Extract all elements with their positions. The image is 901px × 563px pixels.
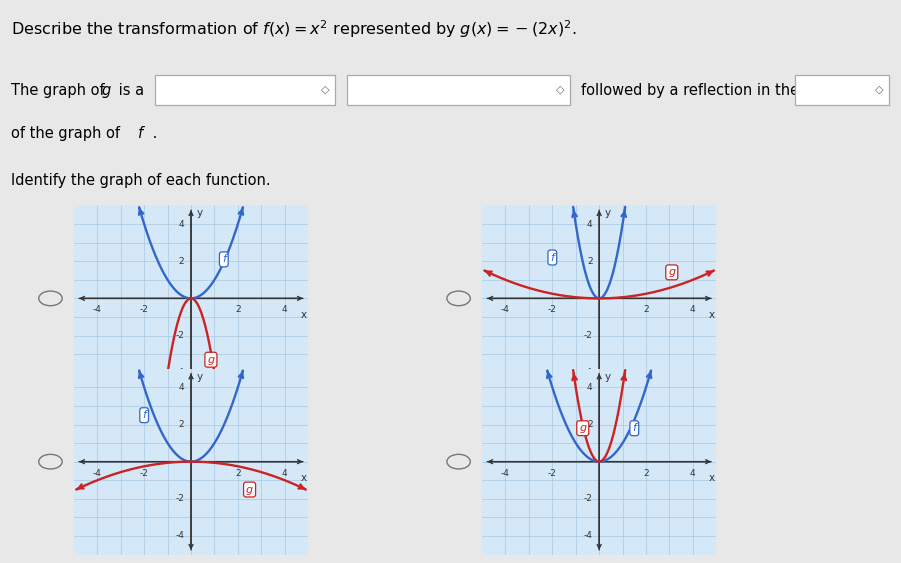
Text: f: f [222,254,226,265]
Text: 2: 2 [178,420,185,429]
Text: y: y [605,372,611,382]
Text: -2: -2 [584,494,593,503]
FancyBboxPatch shape [155,75,335,105]
Text: x: x [300,473,306,483]
Text: -4: -4 [501,306,510,315]
Text: x: x [300,310,306,320]
Text: 4: 4 [178,220,185,229]
Text: f: f [142,410,146,420]
Text: y: y [197,372,203,382]
Text: -2: -2 [140,306,149,315]
Text: -4: -4 [584,531,593,540]
FancyBboxPatch shape [347,75,570,105]
Text: x: x [708,310,714,320]
Text: x: x [708,473,714,483]
FancyBboxPatch shape [795,75,889,105]
Text: 2: 2 [587,420,593,429]
Text: followed by a reflection in the: followed by a reflection in the [581,83,799,97]
Text: 2: 2 [235,469,241,478]
Text: 2: 2 [643,306,649,315]
Text: of the graph of: of the graph of [11,127,124,141]
Text: Describe the transformation of $f(x)=x^2$ represented by $g(x)=-(2x)^2$.: Describe the transformation of $f(x)=x^2… [11,18,577,40]
Text: y: y [197,208,203,218]
Text: -2: -2 [548,306,557,315]
Text: 2: 2 [587,257,593,266]
Text: -2: -2 [176,494,185,503]
Text: 4: 4 [282,469,287,478]
Text: ◇: ◇ [321,85,330,95]
Text: The graph of: The graph of [11,83,109,97]
Text: y: y [605,208,611,218]
Text: f: f [138,127,143,141]
Text: is a: is a [114,83,144,97]
Text: g: g [579,423,587,433]
Text: -4: -4 [93,469,102,478]
Text: g: g [669,267,676,278]
Text: 4: 4 [587,383,593,392]
Text: 4: 4 [587,220,593,229]
Text: -2: -2 [176,331,185,340]
Text: 2: 2 [643,469,649,478]
Text: g: g [246,485,253,494]
Text: -4: -4 [584,368,593,377]
Text: -2: -2 [584,331,593,340]
Text: 4: 4 [690,469,696,478]
Text: 4: 4 [178,383,185,392]
Text: -4: -4 [93,306,102,315]
Text: Identify the graph of each function.: Identify the graph of each function. [11,173,270,187]
Text: ◇: ◇ [556,85,565,95]
Text: -4: -4 [176,531,185,540]
Text: ◇: ◇ [875,85,884,95]
Text: f: f [633,423,636,433]
Text: .: . [148,127,157,141]
Text: -2: -2 [548,469,557,478]
Text: 2: 2 [178,257,185,266]
Text: 4: 4 [690,306,696,315]
Text: f: f [551,253,554,262]
Text: 2: 2 [235,306,241,315]
Text: g: g [207,355,214,365]
Text: -4: -4 [176,368,185,377]
Text: -4: -4 [501,469,510,478]
Text: g: g [102,83,111,97]
Text: 4: 4 [282,306,287,315]
Text: -2: -2 [140,469,149,478]
